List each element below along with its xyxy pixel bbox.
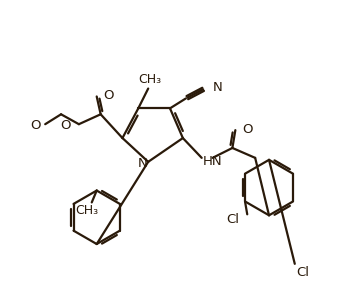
- Text: Cl: Cl: [226, 213, 239, 226]
- Text: O: O: [30, 119, 40, 132]
- Text: CH₃: CH₃: [75, 204, 98, 217]
- Text: N: N: [213, 81, 222, 94]
- Text: O: O: [104, 89, 114, 102]
- Text: O: O: [61, 119, 71, 132]
- Text: CH₃: CH₃: [139, 73, 162, 86]
- Text: N: N: [137, 157, 147, 170]
- Text: O: O: [242, 123, 253, 136]
- Text: HN: HN: [203, 155, 222, 168]
- Text: Cl: Cl: [296, 266, 309, 279]
